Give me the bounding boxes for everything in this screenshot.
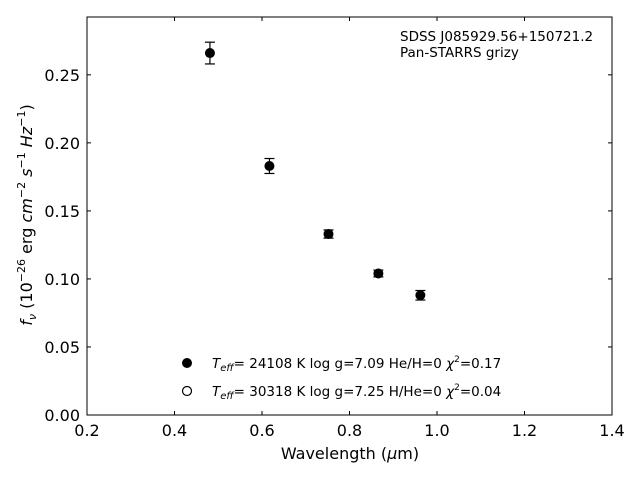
x-tick-label: 1.2	[512, 421, 537, 440]
data-point	[415, 289, 426, 301]
data-point	[264, 157, 275, 175]
x-tick-label: 0.6	[249, 421, 274, 440]
legend-2-chi2: =0.04	[460, 384, 501, 400]
legend-1-comp: He/H=0	[389, 356, 442, 372]
y-tick-label: 0.00	[44, 406, 80, 425]
y-tick-label: 0.10	[44, 270, 80, 289]
x-tick-label: 1.0	[424, 421, 449, 440]
data-marker	[323, 229, 334, 240]
legend: Teff= 24108 K log g=7.09 He/H=0 χ2=0.17 …	[181, 355, 501, 402]
data-marker	[373, 268, 384, 279]
legend-1-teff: 24108 K	[249, 356, 306, 372]
legend-entry-2: Teff= 30318 K log g=7.25 H/He=0 χ2=0.04	[212, 383, 501, 402]
data-marker	[264, 160, 275, 171]
legend-marker-filled	[182, 358, 192, 368]
y-tick-label: 0.05	[44, 338, 80, 357]
x-tick-label: 0.4	[162, 421, 187, 440]
x-axis-label: Wavelength (μm)	[281, 444, 419, 463]
x-tick-label: 1.4	[599, 421, 624, 440]
data-marker	[204, 48, 215, 59]
legend-2-teff: 30318 K	[249, 384, 306, 400]
y-axis-label: fν (10−26 erg cm−2 s−1 Hz−1)	[15, 104, 39, 325]
x-tick-label: 0.8	[337, 421, 362, 440]
data-points	[204, 41, 426, 301]
legend-1-chi2: =0.17	[460, 356, 501, 372]
legend-1-logg: log g=7.09	[310, 356, 385, 372]
legend-2-comp: H/He=0	[389, 384, 442, 400]
annotation-line-1: SDSS J085929.56+150721.2	[400, 29, 593, 45]
axis-ticks: 0.2 0.4 0.6 0.8 1.0 1.2 1.4 0.00 0.05 0.10 0.15 0.2…	[44, 17, 625, 440]
y-tick-label: 0.15	[44, 202, 80, 221]
y-tick-label: 0.20	[44, 134, 80, 153]
annotation-line-2: Pan-STARRS grizy	[400, 45, 519, 61]
legend-entry-1: Teff= 24108 K log g=7.09 He/H=0 χ2=0.17	[212, 355, 501, 374]
data-point	[323, 229, 334, 240]
data-point	[204, 41, 215, 65]
legend-marker-open	[181, 385, 193, 397]
axes-frame	[86, 16, 613, 416]
x-tick-label: 0.2	[74, 421, 99, 440]
y-tick-label: 0.25	[44, 66, 80, 85]
data-marker	[415, 290, 426, 301]
legend-2-logg: log g=7.25	[310, 384, 385, 400]
data-point	[373, 268, 384, 279]
